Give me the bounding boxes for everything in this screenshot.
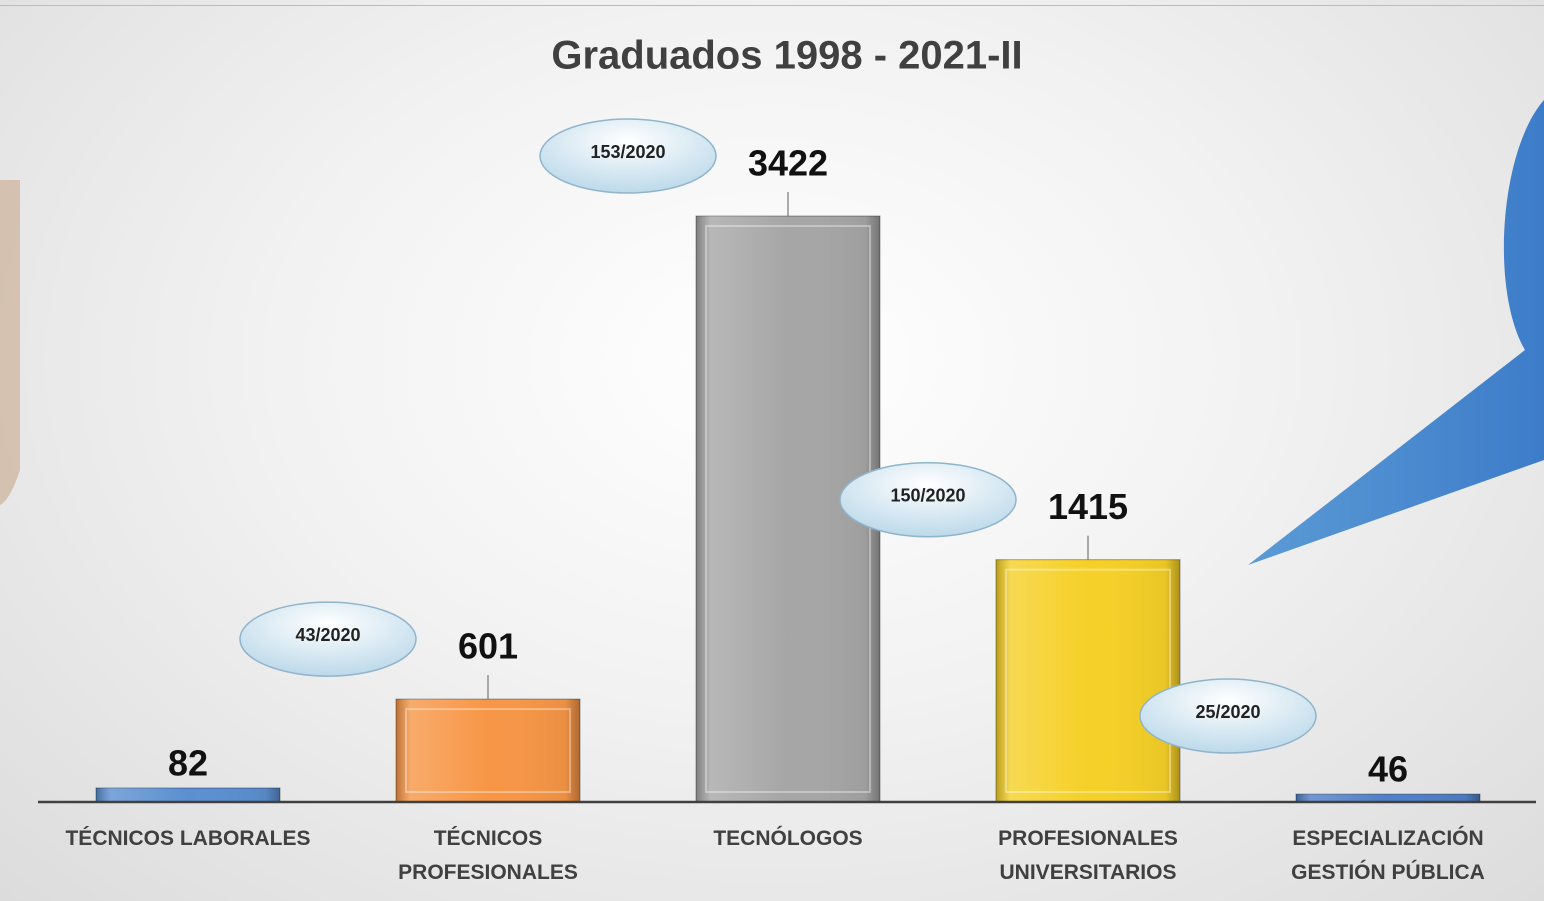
annotation-bubble: [539, 118, 717, 194]
x-tick-label: PROFESIONALES UNIVERSITARIOS: [998, 827, 1178, 884]
annotation-bubble: [1139, 678, 1317, 754]
x-tick-label: ESPECIALIZACIÓN GESTIÓN PÚBLICA: [1291, 827, 1485, 884]
annotation: 153/2020: [590, 142, 665, 162]
x-tick-label: TÉCNICOS PROFESIONALES: [398, 827, 578, 884]
x-tick-label: TÉCNICOS LABORALES: [65, 827, 311, 850]
annotation: 25/2020: [1195, 702, 1260, 722]
value-label: 82: [168, 742, 208, 783]
bar-bevel: [996, 559, 1180, 802]
value-label: 3422: [748, 143, 828, 184]
side-image: [0, 180, 20, 505]
value-label: 46: [1368, 749, 1408, 790]
annotation: 43/2020: [295, 625, 360, 645]
bar-bevel: [1296, 794, 1480, 802]
value-label: 601: [458, 626, 518, 667]
annotation-bubble: [839, 461, 1017, 538]
x-tick-label: TECNÓLOGOS: [713, 827, 863, 850]
callout-shape: [1248, 100, 1544, 565]
annotation: 150/2020: [890, 485, 965, 505]
top-border: [0, 5, 1544, 6]
bar-bevel: [96, 787, 280, 802]
bar-bevel: [396, 699, 580, 802]
annotation-bubble: [239, 601, 417, 677]
chart-title: Graduados 1998 - 2021-II: [551, 34, 1022, 78]
bar-bevel-inner: [405, 708, 571, 794]
value-label: 1415: [1048, 486, 1128, 527]
bar-bevel-inner: [1005, 568, 1171, 793]
